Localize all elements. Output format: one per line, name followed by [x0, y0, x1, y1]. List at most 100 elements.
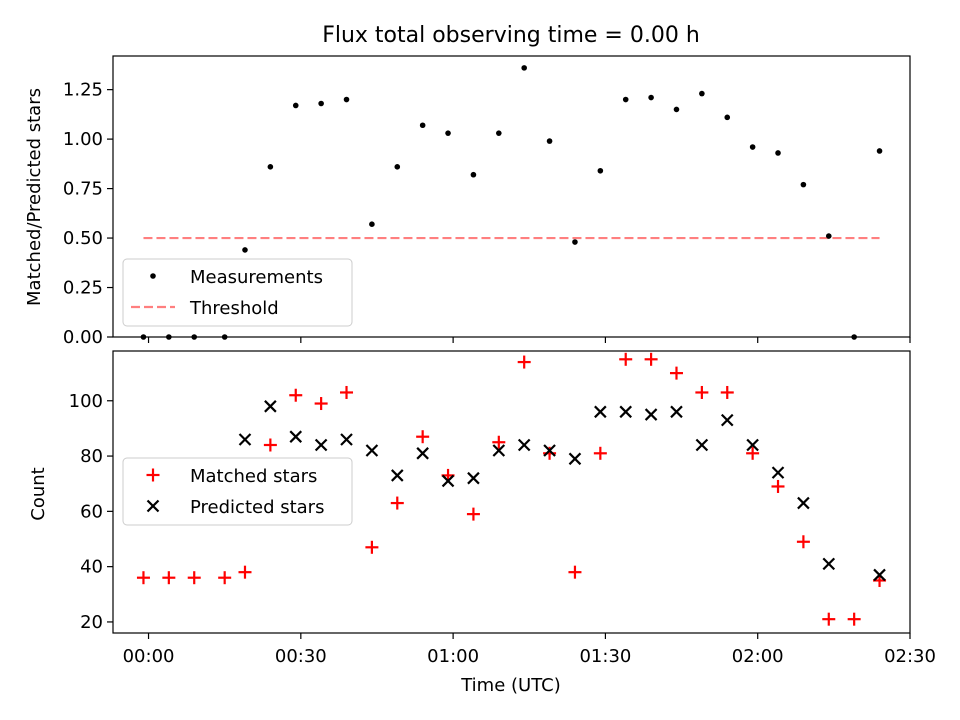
measurement-point: [597, 167, 604, 174]
matched-star-point: [289, 388, 303, 402]
top-y-axis-label: Matched/Predicted stars: [24, 88, 45, 306]
measurement-point: [242, 247, 248, 253]
matched-star-point: [695, 385, 709, 399]
matched-star-point: [466, 507, 480, 521]
top-y-tick-label: 1.25: [63, 80, 103, 101]
predicted-star-point: [492, 444, 506, 457]
predicted-star-point: [543, 444, 556, 457]
bottom-plot-frame: [112, 350, 911, 634]
measurement-point: [648, 94, 654, 101]
x-tick-label: 00:00: [123, 646, 175, 667]
top-x-ticks: [147, 337, 911, 343]
x-tick-label: 02:00: [732, 646, 784, 667]
legend-measurements-marker: [150, 273, 156, 279]
measurement-point: [419, 122, 426, 129]
legend-predicted-marker: [146, 499, 160, 513]
bottom-y-ticks: 20 40 60 80 100: [69, 391, 113, 633]
matched-star-point: [619, 352, 633, 366]
bottom-y-axis-label: Count: [28, 467, 49, 520]
matched-star-point: [543, 446, 557, 460]
legend-matched-marker: [146, 468, 160, 482]
matched-star-point: [593, 446, 607, 460]
matched-star-point: [669, 366, 683, 380]
legend-threshold-label: Threshold: [189, 298, 279, 319]
top-y-tick-label: 0.75: [63, 179, 103, 200]
predicted-star-point: [644, 408, 658, 421]
matched-star-point: [771, 479, 785, 493]
matched-star-point: [187, 571, 201, 585]
bottom-y-tick-label: 40: [80, 557, 103, 578]
measurement-point: [622, 96, 629, 103]
top-legend-box: [122, 258, 353, 327]
measurement-point: [496, 130, 502, 136]
matched-star-point: [314, 397, 328, 411]
matched-star-point: [568, 565, 582, 579]
predicted-star-point: [314, 438, 328, 452]
measurement-point: [546, 138, 553, 144]
predicted-star-point: [467, 471, 480, 485]
predicted-star-point: [365, 444, 379, 457]
measurement-point: [470, 171, 477, 178]
predicted-star-point: [594, 405, 607, 419]
top-y-ticks: 0.00 0.25 0.50 0.75 1.00 1.25: [63, 80, 113, 348]
matched-star-point: [263, 438, 277, 452]
bottom-legend: Matched stars Predicted stars: [122, 457, 353, 526]
matched-star-point: [340, 385, 354, 399]
matched-star-point: [162, 571, 176, 585]
measurement-point: [343, 96, 350, 103]
x-tick-label: 01:30: [579, 646, 631, 667]
predicted-star-point: [264, 400, 277, 413]
measurement-point: [673, 106, 680, 113]
matched-star-point: [720, 385, 734, 399]
measurement-point: [267, 164, 274, 170]
predicted-star-point: [746, 438, 759, 452]
predicted-star-point: [289, 430, 303, 443]
matched-star-point: [847, 612, 861, 626]
predicted-star-point: [517, 438, 531, 452]
predicted-star-point: [340, 433, 353, 446]
x-tick-label: 00:30: [275, 646, 327, 667]
matched-star-point: [492, 435, 506, 449]
predicted-star-point: [822, 557, 836, 571]
top-plot-frame: [112, 55, 911, 338]
measurement-point: [369, 221, 375, 228]
top-y-tick-label: 0.25: [63, 278, 103, 299]
predicted-star-point: [391, 469, 404, 482]
measurement-point: [800, 181, 807, 188]
measurement-point: [318, 100, 324, 107]
measurement-point: [825, 233, 832, 239]
matched-star-point: [644, 352, 658, 366]
predicted-star-point: [695, 438, 709, 452]
top-y-tick-label: 1.00: [63, 129, 103, 150]
matched-star-point: [218, 571, 232, 585]
legend-predicted-label: Predicted stars: [190, 497, 324, 518]
predicted-star-point: [873, 568, 886, 582]
chart-title: Flux total observing time = 0.00 h: [322, 23, 700, 48]
x-tick-label: 02:30: [884, 646, 936, 667]
bottom-legend-box: [122, 457, 353, 526]
bottom-x-ticks: 00:00 00:30 01:00 01:30 02:00 02:30: [123, 633, 936, 667]
x-axis-label: Time (UTC): [460, 675, 561, 696]
top-legend: Measurements Threshold: [122, 258, 353, 327]
measurement-point: [521, 65, 527, 71]
matched-star-point: [238, 565, 252, 579]
matched-star-point: [746, 446, 760, 460]
matched-star-point: [822, 612, 836, 626]
predicted-star-point: [720, 413, 734, 427]
predicted-star-point: [797, 496, 810, 510]
measurement-point: [699, 90, 705, 97]
predicted-star-point: [619, 405, 632, 419]
legend-matched-label: Matched stars: [190, 466, 317, 487]
bottom-y-tick-label: 20: [80, 612, 103, 633]
top-y-tick-label: 0.00: [63, 327, 103, 348]
predicted-star-point: [670, 405, 683, 419]
measurement-point: [724, 114, 731, 121]
measurement-point: [394, 164, 401, 170]
measurement-point: [775, 150, 781, 156]
matched-star-point: [796, 535, 810, 549]
x-tick-label: 01:00: [427, 646, 479, 667]
matched-star-point: [136, 571, 150, 585]
